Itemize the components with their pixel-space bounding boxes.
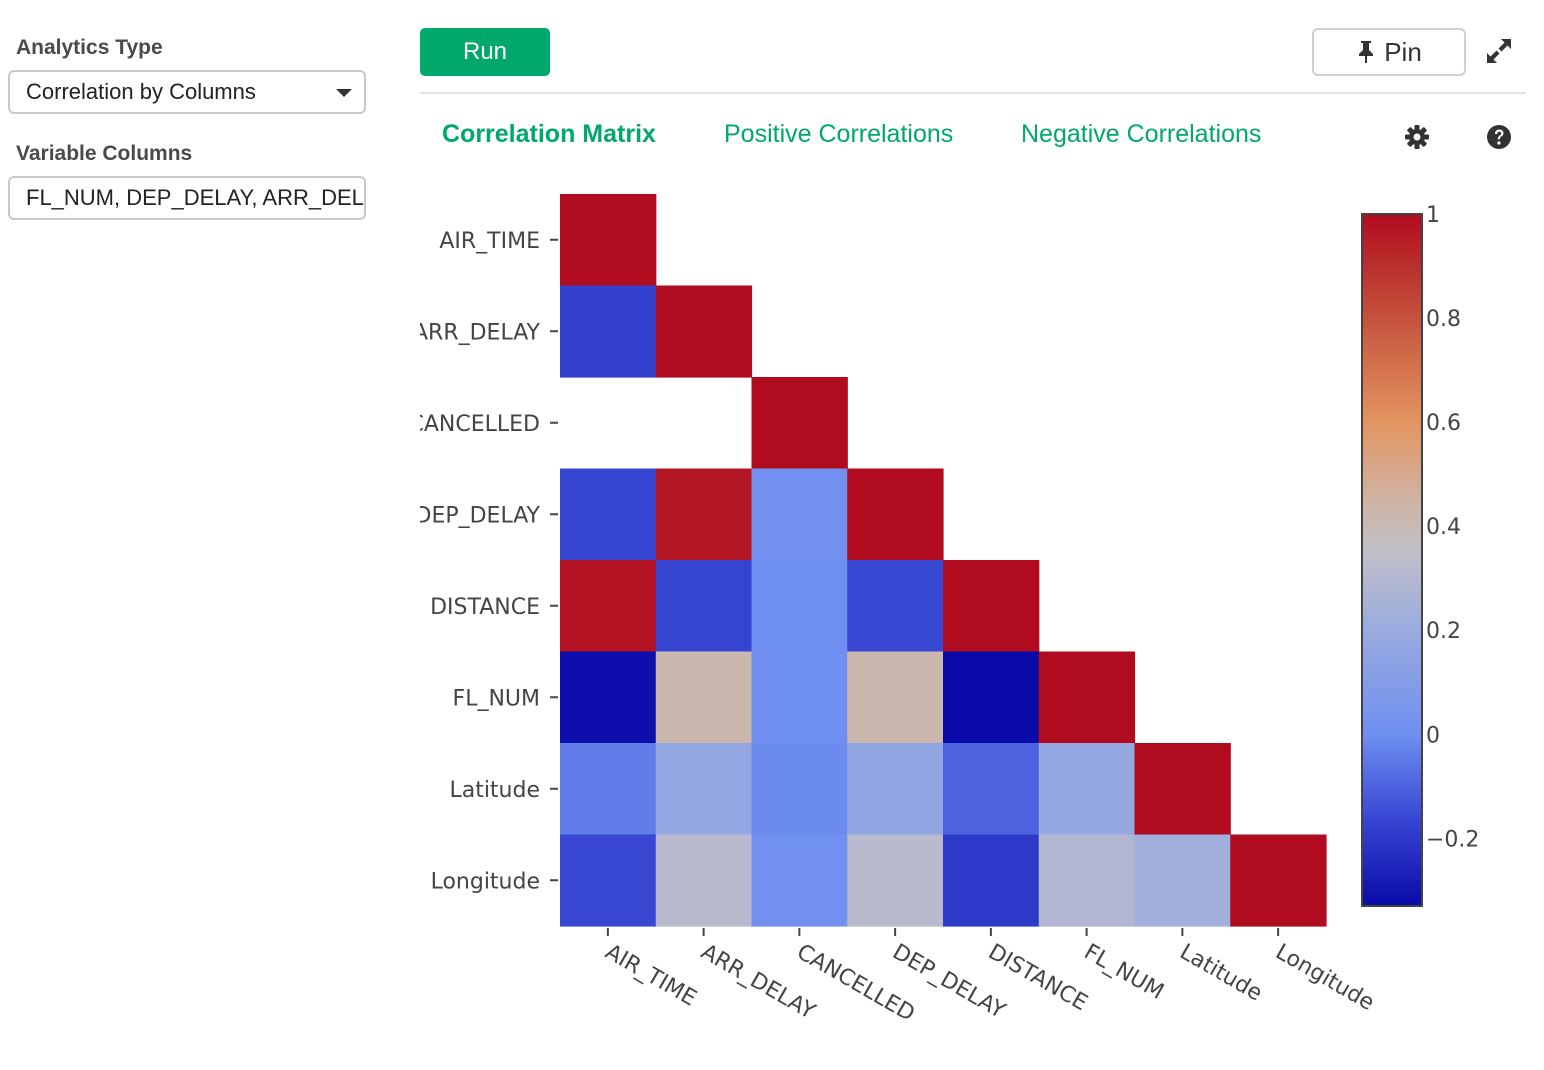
heatmap-cell-3-1: [655, 468, 753, 561]
y-tick-label: ARR_DELAY: [420, 320, 541, 345]
y-tick-label: Longitude: [431, 869, 540, 894]
caret-down-icon: [336, 89, 352, 97]
heatmap-cell-5-0: [560, 651, 657, 744]
heatmap-cell-7-6: [1134, 834, 1231, 927]
colorbar-tick-label: 0.8: [1426, 307, 1461, 332]
heatmap-cell-4-4: [943, 560, 1040, 653]
heatmap-cell-5-3: [847, 651, 944, 744]
variable-columns-label: Variable Columns: [16, 142, 193, 165]
tab-correlation-matrix[interactable]: Correlation Matrix: [442, 120, 656, 148]
heatmap-cell-4-3: [847, 560, 944, 653]
tab-positive-correlations[interactable]: Positive Correlations: [724, 120, 954, 148]
pin-button[interactable]: Pin: [1312, 28, 1466, 76]
variable-columns-value: FL_NUM, DEP_DELAY, ARR_DELAY, AIR_TIME, …: [26, 185, 364, 210]
y-tick-label: AIR_TIME: [439, 229, 540, 254]
y-tick-label: Latitude: [449, 778, 540, 803]
heatmap-cell-6-1: [655, 743, 753, 836]
heatmap-cell-4-0: [560, 560, 657, 653]
help-icon[interactable]: [1486, 124, 1512, 150]
heatmap-cell-7-4: [943, 834, 1040, 927]
heatmap-cell-6-6: [1134, 743, 1231, 836]
sidebar: Analytics Type Correlation by Columns Va…: [0, 0, 380, 1070]
colorbar-tick-label: 1: [1426, 203, 1440, 228]
heatmap-cell-3-0: [560, 468, 657, 561]
heatmap-cell-3-2: [751, 468, 848, 561]
analytics-type-label: Analytics Type: [16, 36, 163, 59]
pin-icon: [1359, 41, 1374, 63]
heatmap-cell-6-2: [751, 743, 848, 836]
x-tick-label: Latitude: [1175, 940, 1266, 1007]
correlation-heatmap: AIR_TIME ARR_DELAY CANCELLED DEP_DELAY DISTA…: [420, 180, 1544, 1060]
heatmap-cell-4-2: [751, 560, 848, 653]
heatmap-cell-2-2: [751, 377, 848, 470]
heatmap-cell-5-5: [1038, 651, 1136, 744]
tab-negative-correlations[interactable]: Negative Correlations: [1021, 120, 1262, 148]
heatmap-cell-7-3: [847, 834, 944, 927]
pin-label: Pin: [1384, 37, 1422, 67]
gear-icon[interactable]: [1404, 124, 1430, 150]
x-tick-label: Longitude: [1271, 940, 1378, 1016]
heatmap-cell-7-2: [751, 834, 848, 927]
heatmap-cell-5-2: [751, 651, 848, 744]
variable-columns-input[interactable]: FL_NUM, DEP_DELAY, ARR_DELAY, AIR_TIME, …: [8, 176, 366, 220]
colorbar: [1361, 213, 1423, 907]
heatmap-cell-5-4: [943, 651, 1040, 744]
heatmap-cell-1-0: [560, 285, 657, 378]
colorbar-tick-label: 0.6: [1426, 411, 1461, 436]
main-panel: Run Pin Correlation Matrix Positive Corr…: [420, 0, 1544, 1070]
heatmap-cell-4-1: [655, 560, 753, 653]
heatmap-cell-6-0: [560, 743, 657, 836]
colorbar-tick-label: −0.2: [1426, 827, 1479, 852]
heatmap-cell-1-1: [655, 285, 753, 378]
heatmap-cell-7-5: [1038, 834, 1136, 927]
colorbar-tick-label: 0: [1426, 723, 1440, 748]
heatmap-cell-7-1: [655, 834, 753, 927]
heatmap-cell-6-3: [847, 743, 944, 836]
heatmap-cell-7-7: [1230, 834, 1327, 927]
heatmap-cell-6-5: [1038, 743, 1136, 836]
heatmap-cell-0-0: [560, 194, 657, 287]
toolbar-divider: [420, 92, 1526, 94]
y-tick-label: DISTANCE: [430, 595, 540, 620]
x-tick-label: FL_NUM: [1080, 940, 1168, 1005]
x-tick-label: AIR_TIME: [601, 940, 701, 1012]
colorbar-tick-label: 0.2: [1426, 619, 1461, 644]
y-tick-label: CANCELLED: [420, 412, 540, 437]
analytics-type-select[interactable]: Correlation by Columns: [8, 70, 366, 114]
run-button[interactable]: Run: [420, 28, 550, 76]
heatmap-cell-7-0: [560, 834, 657, 927]
analytics-type-value: Correlation by Columns: [26, 79, 256, 104]
heatmap-cell-3-3: [847, 468, 944, 561]
y-tick-label: FL_NUM: [453, 686, 540, 711]
colorbar-tick-label: 0.4: [1426, 515, 1461, 540]
heatmap-cell-6-4: [943, 743, 1040, 836]
heatmap-svg: AIR_TIME ARR_DELAY CANCELLED DEP_DELAY DISTA…: [420, 194, 1479, 1027]
heatmap-cell-5-1: [655, 651, 753, 744]
y-tick-label: DEP_DELAY: [420, 503, 541, 528]
expand-icon[interactable]: [1484, 36, 1514, 66]
